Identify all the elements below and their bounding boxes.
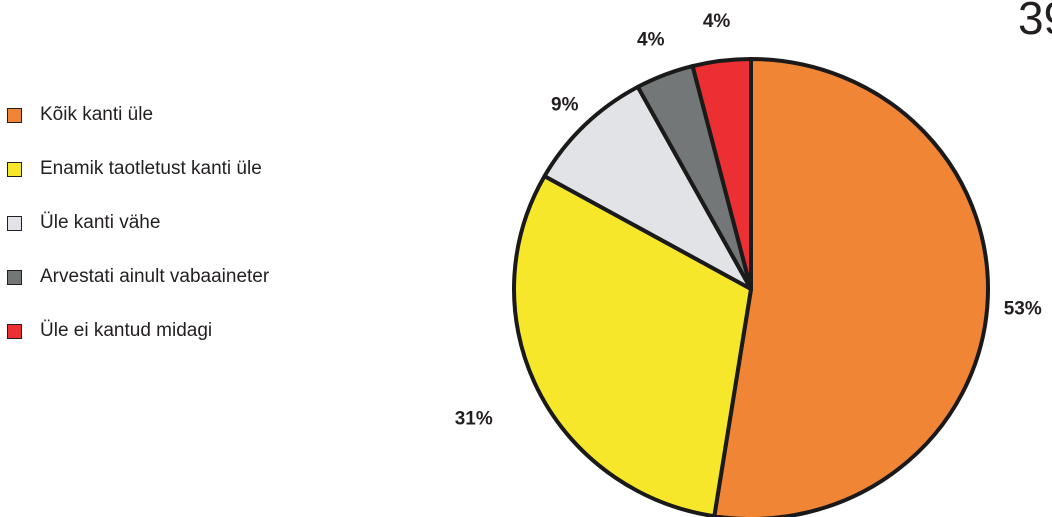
slice-percent-label: 4% (703, 11, 731, 32)
slice-percent-label: 9% (551, 94, 579, 115)
pie-slices (514, 59, 988, 517)
slice-koik-kanti-ule (714, 59, 988, 517)
slice-percent-label: 4% (637, 30, 665, 51)
slice-percent-label: 31% (455, 408, 493, 429)
slice-percent-label: 53% (1004, 299, 1042, 320)
